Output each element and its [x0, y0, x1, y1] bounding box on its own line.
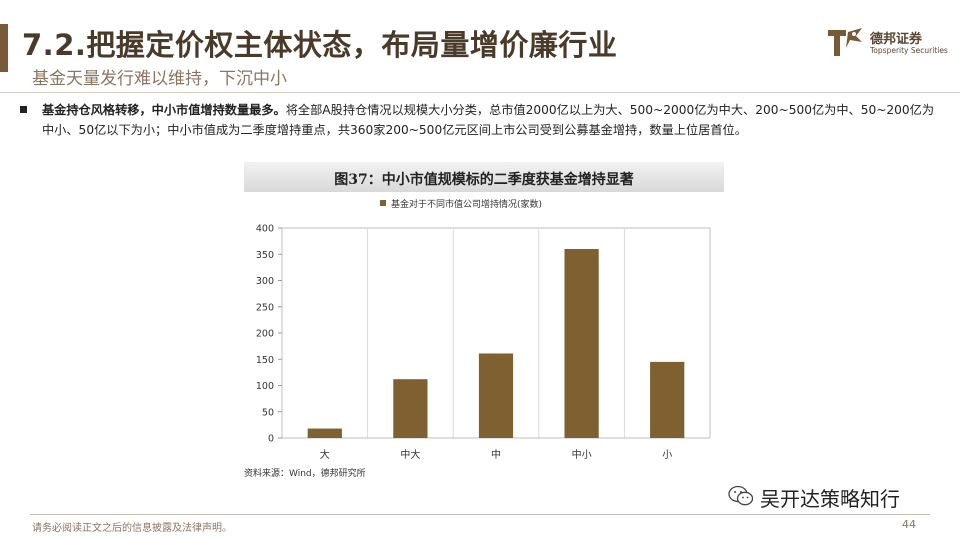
bar-中: [478, 353, 514, 438]
topsperity-logo-icon: [826, 22, 864, 60]
y-tick-label: 150: [256, 355, 274, 366]
y-tick-label: 200: [256, 329, 274, 340]
title-accent-bar: [0, 24, 8, 72]
y-tick-label: 250: [256, 302, 274, 313]
logo-chinese-name: 德邦证券: [870, 32, 923, 47]
x-tick-label: 中: [491, 448, 501, 461]
x-tick-label: 中小: [572, 448, 592, 461]
y-tick-label: 0: [268, 434, 274, 445]
figure-source: 资料来源：Wind，德邦研究所: [244, 469, 366, 479]
bullet-body: 将全部A股持仓情况以规模大小分类，总市值2000亿以上为大、500~2000亿为…: [42, 103, 935, 137]
y-tick-label: 350: [256, 250, 274, 261]
bullet-marker: [20, 106, 27, 113]
bar-中大: [393, 379, 428, 438]
x-tick-label: 小: [662, 449, 672, 461]
bullet-bold-lead: 基金持仓风格转移，中小市值增持数量最多。: [42, 103, 286, 117]
y-tick-label: 400: [256, 224, 274, 235]
footer-divider: [30, 514, 930, 515]
figure-title-bar: 图37：中小市值规模标的二季度获基金增持显著: [244, 162, 724, 192]
logo-english-name: Topsperity Securities: [870, 46, 948, 55]
bar-中小: [564, 249, 599, 438]
page-number: 44: [902, 518, 916, 531]
watermark-text: 吴开达策略知行: [760, 487, 900, 511]
bar-小: [650, 361, 685, 438]
page-subtitle: 基金天量发行难以维持，下沉中小: [32, 69, 287, 89]
wechat-icon: [728, 485, 754, 506]
chart-legend: 基金对于不同市值公司增持情况(家数): [380, 197, 542, 210]
y-tick-label: 300: [256, 276, 274, 287]
bar-chart: 0 50 100 150 200 250 300 350 400 大 中大 中 中小 小: [256, 224, 711, 461]
page-title: 7.2.把握定价权主体状态，布局量增价廉行业: [22, 28, 618, 62]
company-logo: 德邦证券 Topsperity Securities: [826, 22, 948, 64]
legend-swatch: [380, 200, 386, 206]
x-tick-label: 大: [320, 448, 330, 461]
y-tick-label: 50: [262, 407, 274, 418]
bar-大: [307, 428, 342, 438]
x-tick-label: 中大: [400, 448, 420, 461]
legend-label: 基金对于不同市值公司增持情况(家数): [391, 200, 543, 210]
bullet-paragraph: 基金持仓风格转移，中小市值增持数量最多。将全部A股持仓情况以规模大小分类，总市值…: [20, 100, 940, 140]
y-tick-label: 100: [256, 381, 274, 392]
footer-disclaimer: 请务必阅读正文之后的信息披露及法律声明。: [32, 523, 232, 534]
figure-title: 图37：中小市值规模标的二季度获基金增持显著: [334, 172, 634, 188]
header-divider: [0, 92, 960, 93]
